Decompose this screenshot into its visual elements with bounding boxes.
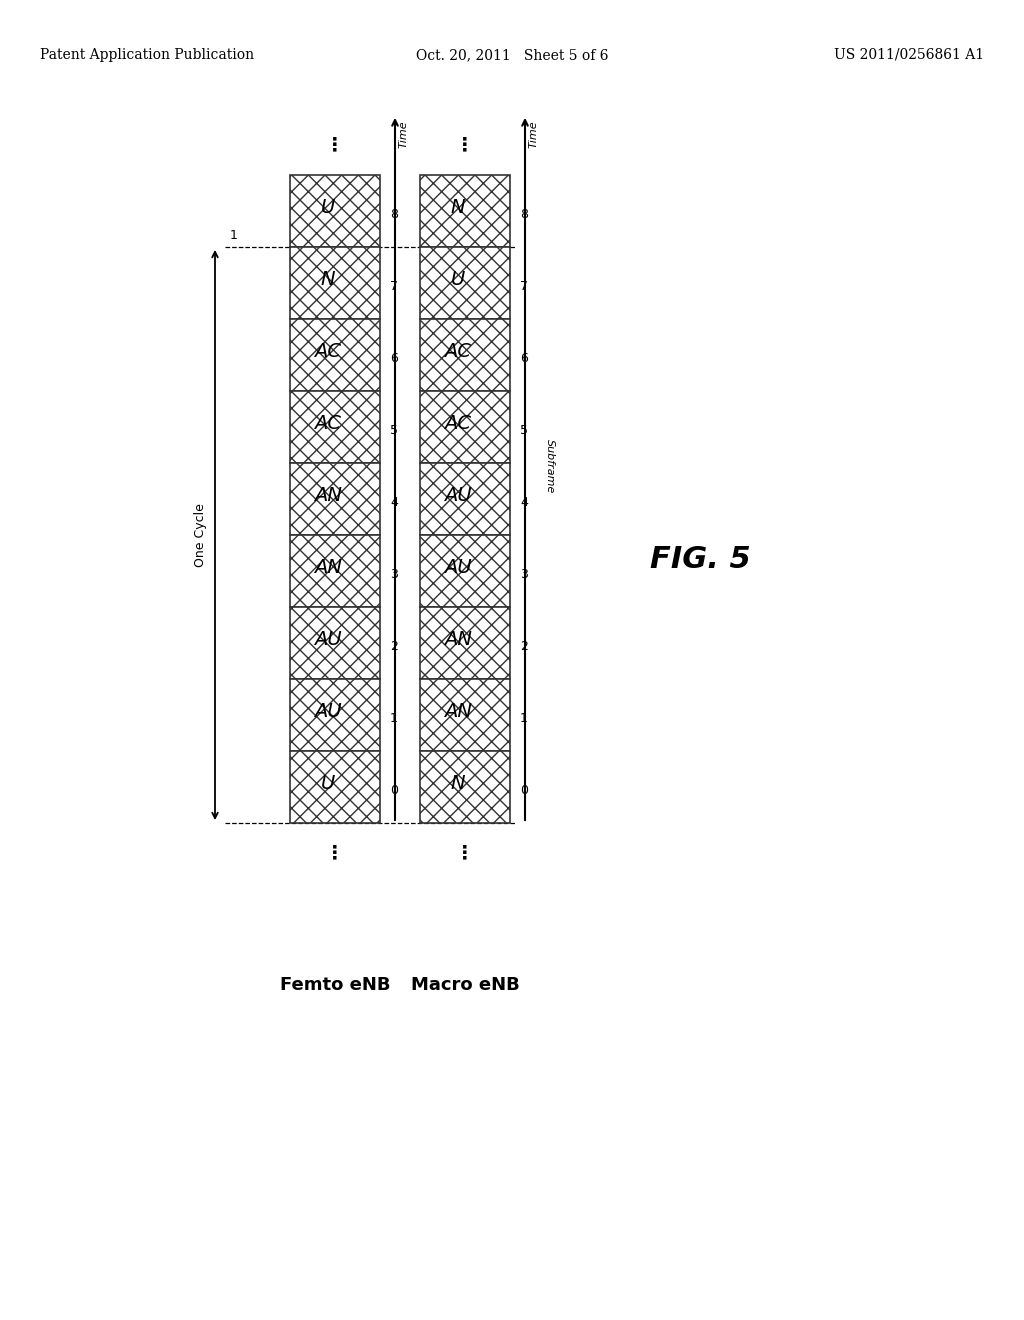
Text: Time: Time [529, 120, 539, 148]
Text: AU: AU [444, 486, 472, 504]
Text: AU: AU [314, 630, 342, 649]
Text: 4: 4 [520, 496, 528, 510]
Text: Time: Time [399, 120, 409, 148]
Text: Macro eNB: Macro eNB [411, 975, 519, 994]
Bar [290, 176, 380, 247]
Text: 2: 2 [520, 640, 528, 653]
Text: 1: 1 [520, 711, 528, 725]
Text: N: N [321, 269, 335, 289]
Bar [420, 391, 510, 463]
Text: 7: 7 [390, 280, 398, 293]
Bar [290, 463, 380, 535]
Text: 0: 0 [390, 784, 398, 797]
Text: 6: 6 [520, 352, 528, 366]
Bar [420, 607, 510, 678]
Bar [290, 607, 380, 678]
Text: US 2011/0256861 A1: US 2011/0256861 A1 [834, 48, 984, 62]
Text: N: N [451, 198, 465, 216]
Bar [420, 678, 510, 751]
Text: AN: AN [443, 630, 472, 649]
Text: 7: 7 [520, 280, 528, 293]
Text: AC: AC [314, 414, 341, 433]
Text: U: U [451, 269, 465, 289]
Text: Subframe: Subframe [545, 440, 555, 494]
Text: AC: AC [444, 342, 471, 360]
Text: Femto eNB: Femto eNB [280, 975, 390, 994]
Bar [420, 247, 510, 319]
Text: 5: 5 [390, 424, 398, 437]
Text: 1: 1 [230, 228, 238, 242]
Text: AU: AU [314, 702, 342, 721]
Text: ⋮: ⋮ [326, 136, 345, 154]
Text: AN: AN [313, 558, 342, 577]
Text: AU: AU [444, 558, 472, 577]
Text: Patent Application Publication: Patent Application Publication [40, 48, 254, 62]
Bar [290, 247, 380, 319]
Text: 6: 6 [390, 352, 398, 366]
Text: U: U [321, 198, 335, 216]
Text: One Cycle: One Cycle [194, 503, 207, 566]
Bar [290, 751, 380, 822]
Text: AC: AC [314, 342, 341, 360]
Text: ⋮: ⋮ [326, 843, 345, 862]
Text: ⋮: ⋮ [456, 136, 475, 154]
Text: N: N [451, 774, 465, 793]
Bar [290, 678, 380, 751]
Text: 3: 3 [520, 568, 528, 581]
Bar [420, 176, 510, 247]
Text: AC: AC [444, 414, 471, 433]
Bar [420, 463, 510, 535]
Text: Oct. 20, 2011   Sheet 5 of 6: Oct. 20, 2011 Sheet 5 of 6 [416, 48, 608, 62]
Bar [290, 391, 380, 463]
Text: 8: 8 [520, 209, 528, 220]
Text: 3: 3 [390, 568, 398, 581]
Text: 8: 8 [390, 209, 398, 220]
Text: 5: 5 [520, 424, 528, 437]
Bar [420, 751, 510, 822]
Bar [290, 319, 380, 391]
Text: 2: 2 [390, 640, 398, 653]
Bar [420, 535, 510, 607]
Bar [290, 535, 380, 607]
Text: AN: AN [313, 486, 342, 504]
Text: U: U [321, 774, 335, 793]
Text: 1: 1 [390, 711, 398, 725]
Text: FIG. 5: FIG. 5 [650, 545, 751, 574]
Text: AN: AN [443, 702, 472, 721]
Text: 0: 0 [520, 784, 528, 797]
Text: 4: 4 [390, 496, 398, 510]
Text: ⋮: ⋮ [456, 843, 475, 862]
Bar [420, 319, 510, 391]
